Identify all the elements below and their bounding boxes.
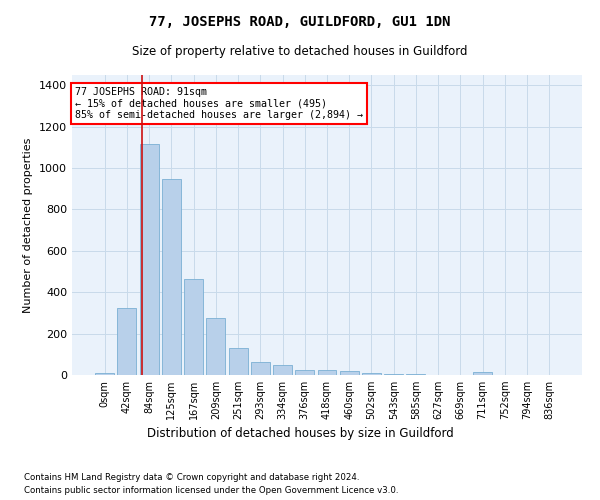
Text: Contains HM Land Registry data © Crown copyright and database right 2024.: Contains HM Land Registry data © Crown c… [24,472,359,482]
Bar [340,371,359,375]
Bar [140,144,158,375]
Bar [95,373,114,375]
Bar [362,373,381,375]
Bar [184,279,203,375]
Text: Size of property relative to detached houses in Guildford: Size of property relative to detached ho… [132,45,468,58]
Text: Contains public sector information licensed under the Open Government Licence v3: Contains public sector information licen… [24,486,398,495]
Bar [317,370,337,375]
Text: 77 JOSEPHS ROAD: 91sqm
← 15% of detached houses are smaller (495)
85% of semi-de: 77 JOSEPHS ROAD: 91sqm ← 15% of detached… [74,87,362,120]
Text: 77, JOSEPHS ROAD, GUILDFORD, GU1 1DN: 77, JOSEPHS ROAD, GUILDFORD, GU1 1DN [149,15,451,29]
Bar [295,370,314,375]
Bar [229,348,248,375]
Bar [162,180,181,375]
Bar [118,308,136,375]
Bar [251,362,270,375]
Bar [206,318,225,375]
Bar [473,372,492,375]
Text: Distribution of detached houses by size in Guildford: Distribution of detached houses by size … [146,428,454,440]
Bar [273,366,292,375]
Y-axis label: Number of detached properties: Number of detached properties [23,138,34,312]
Bar [384,374,403,375]
Bar [406,374,425,375]
